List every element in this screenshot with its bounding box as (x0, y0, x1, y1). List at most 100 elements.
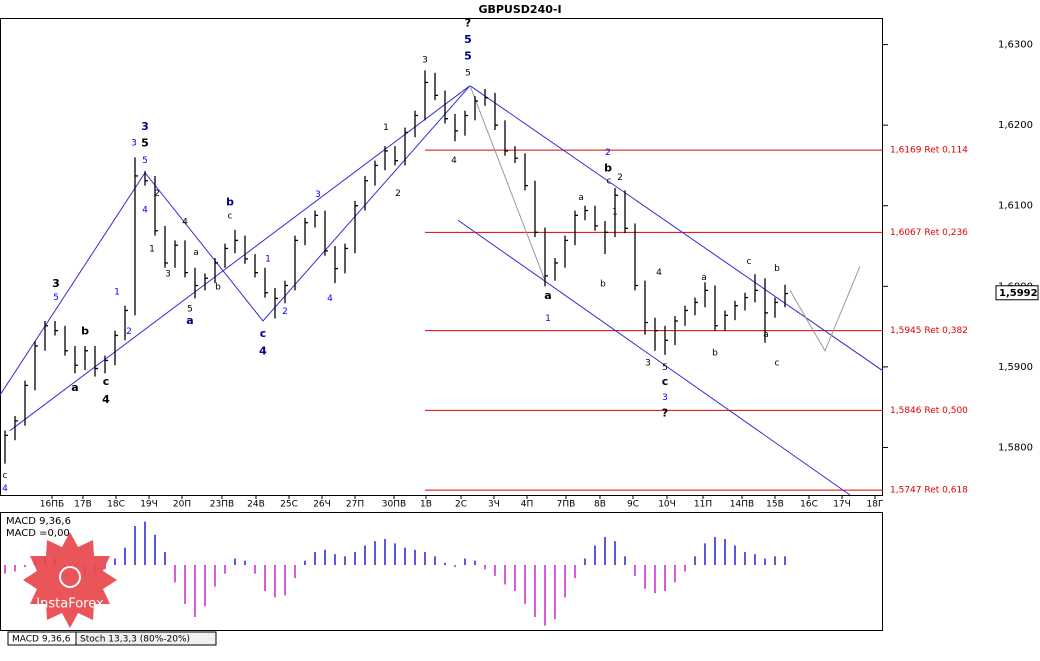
wave-label: 4 (259, 345, 267, 358)
wave-label: 4 (182, 217, 188, 227)
x-tick-label: 18Г (867, 500, 884, 510)
wave-label: 5 (142, 156, 148, 166)
wave-label: a (193, 248, 199, 258)
wave-label: c (3, 471, 8, 481)
tab-label[interactable]: Stoch 13,3,3 (80%-20%) (80, 635, 190, 645)
y-tick-label: 1,6200 (998, 120, 1033, 131)
wave-label: a (763, 330, 769, 340)
wave-label: 4 (142, 205, 148, 215)
wave-label: 1 (265, 254, 271, 264)
wave-label: 4 (656, 268, 662, 278)
retracement-label: 1,6067 Ret 0,236 (890, 228, 968, 238)
wave-label: b (600, 279, 606, 289)
wave-label: c (747, 257, 752, 267)
brand-text: InstaForex (36, 597, 104, 612)
last-price-label: 1,5992 (999, 288, 1038, 299)
x-tick-label: 1В (420, 500, 432, 510)
x-tick-label: 14ПВ (730, 500, 754, 510)
wave-label: b (81, 324, 89, 337)
indicator-frame (0, 512, 883, 631)
wave-label: b (226, 196, 234, 209)
wave-label: a (701, 273, 707, 283)
wave-label: 5 (662, 363, 668, 373)
x-tick-label: 30ПВ (382, 500, 406, 510)
retracement-label: 1,5945 Ret 0,382 (890, 326, 968, 336)
wave-label: 2 (617, 173, 623, 183)
wave-label: 3 (422, 55, 428, 65)
brand-logo: InstaForex (23, 532, 117, 628)
trend-line (469, 85, 546, 281)
wave-label: c (775, 358, 780, 368)
wave-label: 5 (465, 68, 471, 78)
wave-label: ? (465, 17, 471, 30)
plot-area (0, 70, 883, 495)
wave-label: 1 (612, 208, 618, 218)
x-tick-label: 18С (107, 500, 125, 510)
wave-label: a (578, 193, 584, 203)
wave-label: 3 (662, 393, 668, 403)
tabs: MACD 9,36,6 Stoch 13,3,3 (80%-20%) (7, 631, 217, 646)
x-tick-label: 4П (521, 500, 534, 510)
wave-label: 5 (53, 293, 59, 303)
x-tick-label: 17В (74, 500, 92, 510)
wave-label: b (712, 349, 718, 359)
x-tick-label: 15В (766, 500, 784, 510)
wave-label: c (228, 212, 233, 222)
y-tick-label: 1,5900 (998, 362, 1033, 373)
y-tick-label: 1,6300 (998, 40, 1033, 51)
x-tick-label: 10Ч (658, 500, 676, 510)
y-tick-label: 1,5800 (998, 442, 1033, 453)
x-tick-label: 9С (627, 500, 639, 510)
wave-label: a (71, 381, 78, 394)
wave-label: c (607, 176, 612, 186)
x-tick-label: 16ПБ (40, 500, 64, 510)
retracement-label: 1,5747 Ret 0,618 (890, 486, 968, 496)
tab-label[interactable]: MACD 9,36,6 (12, 635, 71, 645)
wave-label: 3 (141, 120, 149, 133)
wave-label: 2 (605, 148, 611, 158)
wave-label: 4 (451, 156, 457, 166)
wave-label: 4 (2, 484, 8, 494)
wave-label: 5 (187, 304, 193, 314)
plot-frame (0, 18, 883, 496)
wave-label: c (662, 375, 669, 388)
logo-icon (59, 566, 81, 588)
wave-label: 4 (102, 393, 110, 406)
retracement-label: 1,6169 Ret 0,114 (890, 146, 968, 156)
wave-label: b (215, 283, 221, 293)
x-tick-label: 24В (247, 500, 265, 510)
indicator-value: MACD =0,00 (6, 528, 70, 539)
trend-line (469, 85, 883, 372)
wave-label: 5 (464, 33, 472, 46)
y-tick-label: 1,6100 (998, 201, 1033, 212)
x-tick-label: 26Ч (313, 500, 331, 510)
wave-label: 1 (149, 245, 155, 255)
x-tick-label: 17Ч (833, 500, 851, 510)
wave-label: 2 (126, 327, 132, 337)
wave-label: 1 (545, 314, 551, 324)
wave-label: b (774, 264, 780, 274)
x-tick-label: 20П (173, 500, 191, 510)
x-tick-label: 11П (694, 500, 712, 510)
chart-title: GBPUSD240-I (478, 3, 561, 16)
wave-label: 1 (383, 123, 389, 133)
wave-label: 5 (464, 50, 472, 63)
x-tick-label: 23ПВ (210, 500, 234, 510)
wave-label: 3 (52, 277, 60, 290)
x-tick-label: 16С (800, 500, 818, 510)
logo-burst (23, 532, 117, 628)
x-tick-label: 8В (594, 500, 606, 510)
wave-label: 2 (282, 307, 288, 317)
wave-label: 3 (165, 270, 171, 280)
wave-label: ? (662, 407, 668, 420)
x-tick-label: 25С (280, 500, 298, 510)
wave-label: 3 (131, 138, 137, 148)
tab[interactable] (75, 631, 217, 646)
x-tick-label: 3Ч (488, 500, 500, 510)
wave-label: c (103, 375, 110, 388)
wave-label: 3 (315, 190, 321, 200)
wave-label: 3 (645, 358, 651, 368)
last-price-box (995, 285, 1039, 301)
wave-label: 1 (114, 287, 120, 297)
